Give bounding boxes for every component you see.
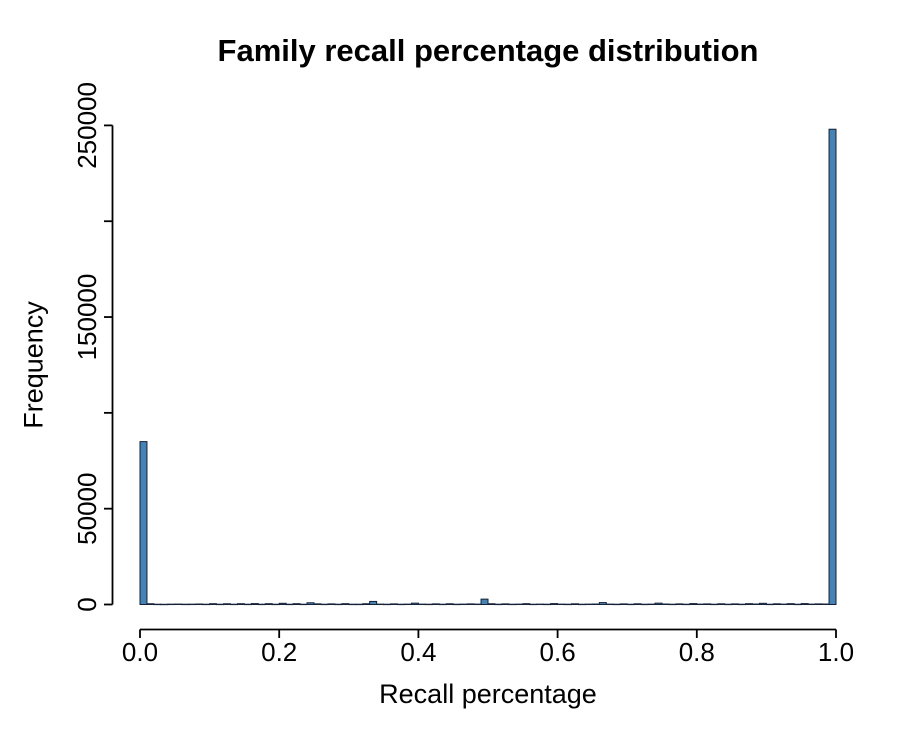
y-tick-label: 0 <box>72 597 102 611</box>
chart-title: Family recall percentage distribution <box>217 33 759 68</box>
histogram-bar <box>828 128 837 605</box>
x-tick-label: 0.4 <box>400 637 436 667</box>
x-axis-label: Recall percentage <box>379 679 597 709</box>
y-axis-label: Frequency <box>18 301 49 429</box>
histogram-bar <box>139 441 148 605</box>
x-tick-label: 0.0 <box>122 637 158 667</box>
y-tick-label: 50000 <box>72 473 102 545</box>
histogram-bar <box>480 598 489 606</box>
y-tick-label: 250000 <box>72 82 102 169</box>
x-tick-label: 0.6 <box>540 637 576 667</box>
x-tick-label: 1.0 <box>818 637 854 667</box>
x-tick-label: 0.8 <box>679 637 715 667</box>
x-tick-label: 0.2 <box>261 637 297 667</box>
y-tick-label: 150000 <box>72 274 102 361</box>
